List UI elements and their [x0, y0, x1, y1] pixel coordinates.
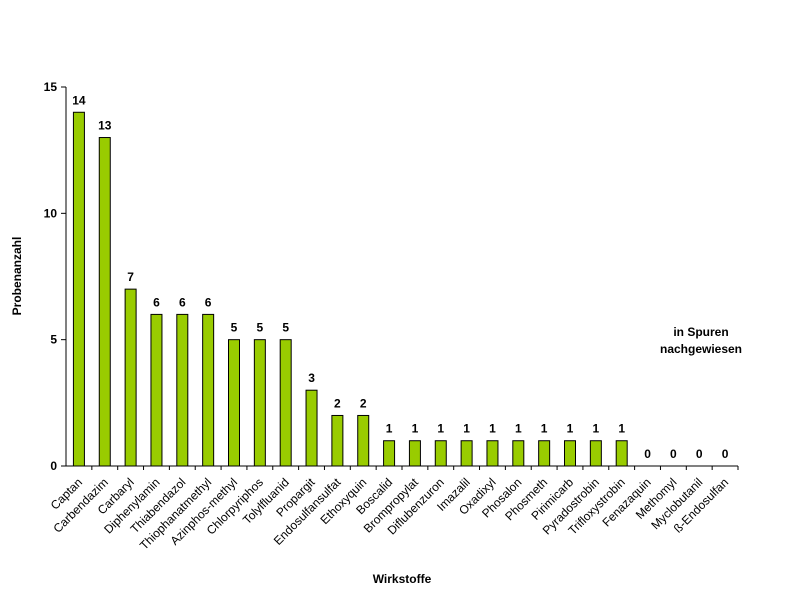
bar-captan [72, 111, 85, 467]
data-label: 2 [334, 396, 341, 410]
bar-trifloxystrobin [615, 440, 628, 467]
data-label: 1 [437, 422, 444, 436]
bar-diflubenzuron [434, 440, 447, 467]
y-ticks-layer: 0 5 10 15 [44, 80, 66, 473]
data-label: 1 [593, 422, 600, 436]
bar-propargit [305, 389, 318, 467]
data-label: 0 [644, 447, 651, 461]
bar-thiophanatmethyl [202, 313, 215, 467]
bar-endosulfansulfat [331, 414, 344, 467]
data-label: 1 [489, 422, 496, 436]
axes-layer [65, 87, 738, 467]
data-label: 0 [696, 447, 703, 461]
bar-pirimicarb [564, 440, 576, 467]
x-category-labels-layer: CaptanCarbendazimCarbarylDiphenylaminThi… [48, 466, 739, 553]
bar-phosalon [512, 440, 525, 467]
y-tick-label: 15 [44, 80, 58, 94]
data-label: 1 [541, 422, 548, 436]
data-label: 6 [179, 295, 186, 309]
bar-diphenylamin [150, 313, 163, 467]
bar-brompropylat [408, 440, 421, 467]
data-label: 0 [670, 447, 677, 461]
data-label: 0 [722, 447, 729, 461]
data-label: 14 [72, 93, 86, 107]
bar-boscalid [383, 440, 396, 467]
data-label: 3 [308, 371, 315, 385]
y-tick-label: 5 [50, 333, 57, 347]
data-label: 1 [567, 422, 574, 436]
data-label: 1 [515, 422, 522, 436]
data-label: 7 [127, 270, 134, 284]
bar-oxadixyl [486, 440, 499, 467]
bar-pyradostrobin [589, 440, 602, 467]
bar-tolylfluanid [279, 339, 292, 467]
bar-ethoxyquin [357, 414, 370, 467]
data-label: 13 [98, 119, 112, 133]
bar-imazalil [460, 440, 473, 467]
bar-phosmeth [538, 440, 551, 467]
x-axis-title: Wirkstoffe [373, 572, 432, 586]
data-label: 1 [412, 422, 419, 436]
y-tick-label: 0 [50, 459, 57, 473]
annotation-line-1: in Spuren [673, 325, 728, 339]
y-tick-label: 10 [44, 206, 58, 220]
data-label: 6 [153, 295, 160, 309]
data-label: 5 [231, 321, 238, 335]
bar-carbaryl [124, 288, 137, 467]
data-label: 5 [282, 321, 289, 335]
data-label: 1 [463, 422, 470, 436]
annotation-line-2: nachgewiesen [660, 342, 742, 356]
data-label: 1 [386, 422, 393, 436]
bar-azinphos-methyl [228, 339, 240, 467]
data-label: 6 [205, 295, 212, 309]
data-label: 5 [257, 321, 264, 335]
data-label: 1 [618, 422, 625, 436]
bars-layer [72, 111, 628, 467]
bar-carbendazim [98, 137, 111, 467]
bar-chlorpyriphos [253, 339, 266, 467]
bar-thiabendazol [176, 313, 189, 467]
data-label: 2 [360, 396, 367, 410]
data-labels-layer: 14 13 7 6 6 6 5 5 5 3 2 2 1 1 1 1 1 1 1 1 1 1 0 0 0 0 [72, 93, 728, 461]
y-axis-title: Probenanzahl [10, 237, 24, 316]
